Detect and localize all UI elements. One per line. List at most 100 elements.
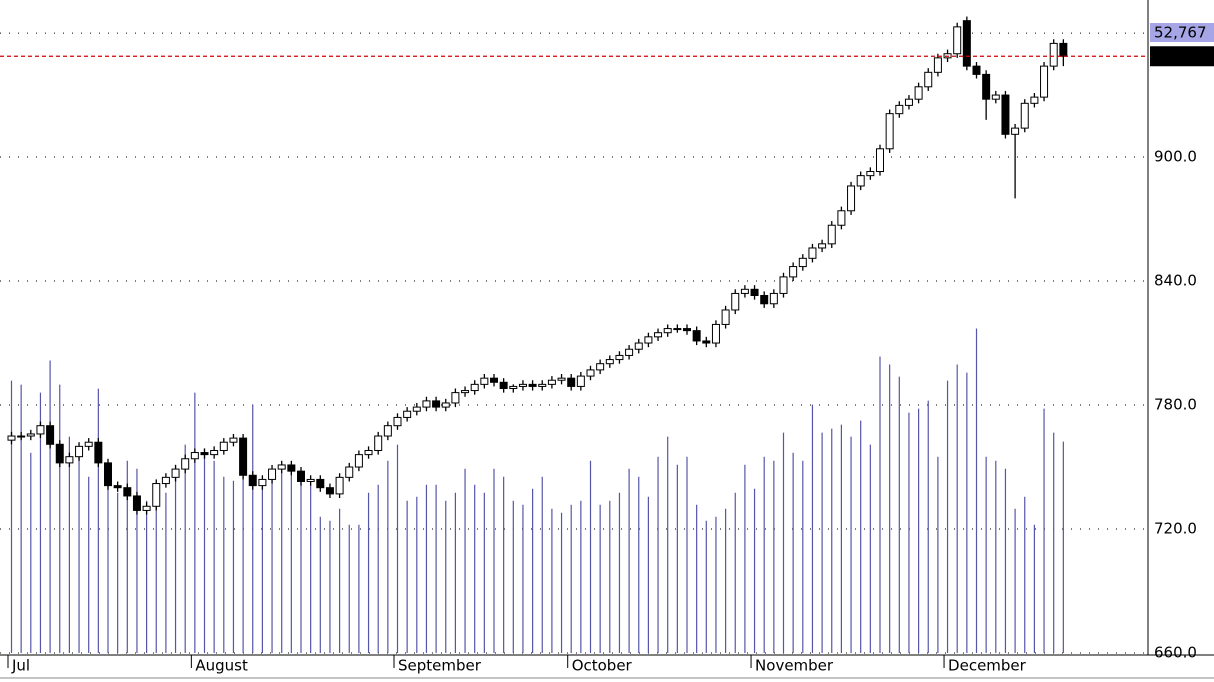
candle-body [84,441,93,447]
candle-body [596,363,605,371]
candle-body [856,175,865,187]
candle-body [837,210,846,226]
candle-body [219,441,228,451]
candle-body [625,348,634,356]
candle-body [258,478,267,487]
candle-body [982,73,991,100]
candle-body [374,435,383,451]
candle-body [654,332,663,338]
candle-body [171,468,180,478]
candle-body [991,94,1000,100]
candle-body [731,292,740,311]
candle-body [567,377,576,387]
y-tick-label: 900.0 [1154,148,1197,166]
candle-body [480,377,489,385]
candle-body [229,437,238,443]
candle-body [1040,65,1049,98]
candle-body [769,292,778,305]
candle-body [962,20,971,67]
candle-body [422,400,431,408]
candle-body [65,456,74,464]
candle-body [605,359,614,365]
y-tick-label: 840.0 [1154,272,1197,290]
candle-body [46,425,55,445]
candle-body [461,390,470,394]
candle-body [711,323,720,344]
candle-body [509,385,518,389]
candle-body [248,474,257,487]
candle-body [335,476,344,495]
candle-body [518,383,527,387]
candle-body [412,406,421,412]
last-volume-tag [1150,23,1214,42]
candle-body [403,410,412,418]
candle-body [190,452,199,460]
candle-body [325,487,334,495]
candle-body [132,495,141,511]
x-tick-label: September [398,657,482,675]
candle-body [576,375,585,387]
candle-body [683,328,691,332]
candle-body [904,98,913,106]
candle-body [933,57,942,73]
candle-body [885,113,894,150]
last-price-tag [1150,46,1214,67]
candle-body [316,478,325,489]
candle-body [94,441,103,464]
candle-body [895,104,904,115]
candle-body [268,468,277,480]
candle-body [345,466,354,478]
candle-body [557,377,566,381]
candle-body [692,330,701,342]
candle-body [277,464,286,470]
last-price-label: 948.78 [1155,48,1208,66]
candle-body [663,328,672,334]
candle-body [528,383,537,387]
candle-body [644,336,653,344]
candle-body [36,425,45,435]
candle-body [470,383,479,392]
candle-body [432,400,441,408]
candle-body [490,377,498,383]
candle-body [239,437,248,476]
candle-body [547,379,556,385]
candle-body [499,381,508,389]
candle-body [972,65,981,75]
candle-body [750,288,759,297]
candle-body [75,445,84,458]
x-tick-label: August [195,657,248,675]
y-tick-label: 660.0 [1154,644,1197,662]
candle-body [142,505,151,511]
candle-body [586,369,595,377]
x-tick-label: November [755,657,834,675]
candle-body [123,487,132,497]
candle-body [634,342,643,350]
candle-body [818,243,827,249]
candle-body [1049,42,1058,67]
x-tick-label: December [948,657,1027,675]
candle-body [953,26,962,55]
candle-body [924,71,933,88]
candle-body [297,470,305,482]
candle-body [538,383,547,387]
candle-body [7,435,16,441]
candle-body [1059,42,1068,57]
candle-body [673,328,682,331]
candle-body [200,452,209,456]
candle-body [1020,102,1029,129]
x-tick-label: October [572,657,633,675]
y-tick-label: 780.0 [1154,396,1197,414]
candle-body [721,309,730,325]
candle-body [847,185,856,212]
candle-body [26,433,35,437]
candle-body [1030,96,1039,104]
candle-body [210,449,219,456]
candle-body [287,464,296,472]
candle-body [1011,127,1020,135]
candle-body [181,458,190,470]
candle-body [615,354,624,361]
candle-body [779,276,788,294]
candle-body [876,148,884,173]
candle-body [827,224,836,245]
